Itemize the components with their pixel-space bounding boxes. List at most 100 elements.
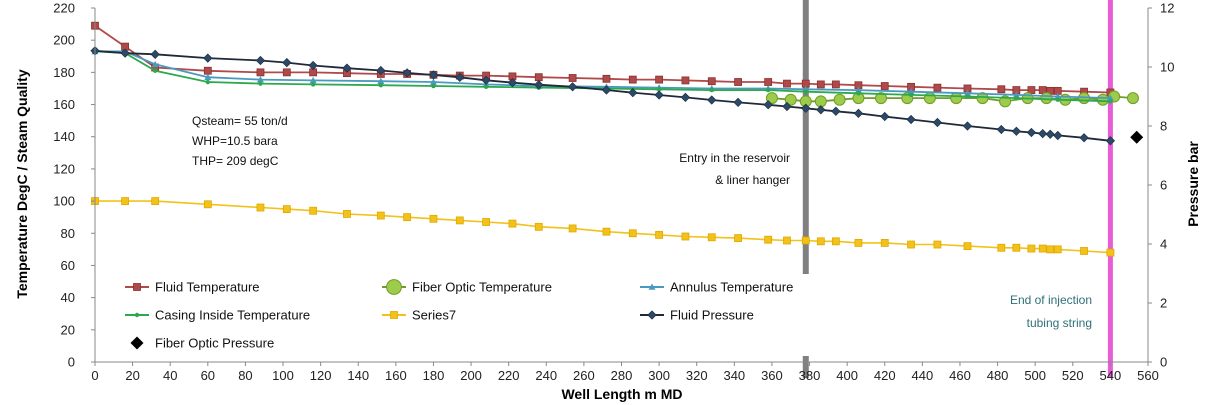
data-point-series7 (655, 230, 664, 239)
data-point-casing-inside-temperature (1108, 99, 1113, 104)
data-point-series7 (1046, 245, 1055, 254)
data-point-series7 (831, 237, 840, 246)
data-point-series7 (151, 197, 160, 205)
data-point-series7 (282, 205, 291, 214)
data-point-annulus-temperature (963, 89, 971, 97)
data-point-casing-inside-temperature (483, 84, 489, 90)
data-point-fluid-pressure (763, 100, 773, 110)
data-point-fluid-pressure (203, 53, 213, 63)
data-point-fluid-temperature (203, 66, 212, 75)
y-tick-label: 140 (53, 129, 75, 144)
legend-label: Annulus Temperature (670, 280, 793, 295)
data-point-casing-inside-temperature (965, 94, 970, 99)
data-point-series7 (309, 206, 318, 215)
legend-swatch-marker (386, 279, 402, 295)
x-tick-label: 220 (498, 368, 520, 383)
data-point-fluid-pressure (628, 88, 638, 98)
data-point-series7 (783, 236, 791, 245)
y2-tick-label: 12 (1160, 1, 1174, 16)
data-point-fluid-pressure (1038, 129, 1048, 139)
x-tick-label: 560 (1137, 368, 1159, 383)
y-tick-label: 60 (61, 258, 75, 273)
data-point-fluid-pressure (1105, 136, 1116, 146)
legend-item-fiber-optic-pressure: Fiber Optic Pressure (130, 336, 274, 351)
info-box-line-2: WHP=10.5 bara (192, 134, 278, 148)
x-tick-label: 280 (611, 368, 633, 383)
tubing-end-label-2: tubing string (1027, 316, 1092, 330)
legend-swatch-marker (134, 312, 140, 318)
data-point-fluid-temperature (997, 85, 1006, 94)
legend-background (118, 274, 883, 356)
data-point-fluid-pressure (481, 75, 491, 85)
x-tick-label: 520 (1062, 368, 1084, 383)
data-point-series7 (907, 240, 915, 249)
data-point-series7 (880, 239, 889, 247)
data-point-series7 (1106, 248, 1115, 257)
x-tick-label: 440 (912, 368, 934, 383)
legend-label: Series7 (412, 308, 456, 323)
data-point-fluid-temperature (816, 80, 825, 89)
y-tick-label: 40 (61, 290, 75, 305)
y2-tick-label: 0 (1160, 355, 1167, 370)
data-point-series7 (568, 224, 577, 233)
data-point-fluid-pressure (932, 117, 943, 128)
y-tick-label: 0 (68, 355, 75, 370)
y-tick-label: 120 (53, 161, 75, 176)
data-point-fluid-temperature (655, 75, 664, 84)
data-point-fluid-pressure (1045, 129, 1055, 139)
data-point-series7 (997, 243, 1006, 252)
data-point-annulus-temperature (854, 86, 862, 93)
data-point-fluid-pressure (707, 95, 717, 105)
vertical-markers (802, 0, 1113, 378)
legend-swatch-marker (133, 283, 141, 291)
data-point-fiber-optic-temperature (1096, 93, 1109, 106)
data-point-casing-inside-temperature (310, 82, 316, 87)
data-point-series7 (602, 227, 611, 236)
y-tick-label: 200 (53, 33, 75, 48)
data-point-fluid-temperature (707, 77, 716, 86)
data-point-fiber-optic-temperature (1040, 92, 1053, 105)
data-point-annulus-temperature (309, 76, 317, 84)
data-point-fluid-pressure (1053, 130, 1063, 141)
x-tick-label: 480 (987, 368, 1009, 383)
data-point-casing-inside-temperature (431, 83, 436, 89)
data-point-series7 (764, 235, 773, 244)
y2-tick-label: 2 (1160, 296, 1167, 311)
x-tick-label: 140 (347, 368, 369, 383)
data-point-annulus-temperature (907, 88, 915, 95)
data-point-fluid-pressure (880, 111, 890, 122)
data-point-fluid-pressure (342, 63, 352, 73)
data-point-series7 (1080, 247, 1088, 255)
series-fiber-optic-pressure (1130, 130, 1144, 144)
x-tick-label: 320 (686, 368, 708, 383)
data-point-fluid-pressure (654, 90, 664, 100)
data-point-fiber-optic-temperature (976, 92, 989, 105)
data-point-casing-inside-temperature (1055, 97, 1060, 102)
legend-item-series7: Series7 (382, 308, 456, 323)
data-point-series7 (121, 197, 129, 205)
x-tick-label: 540 (1100, 368, 1122, 383)
legend-item-fluid-pressure: Fluid Pressure (640, 308, 754, 323)
data-point-fluid-temperature (628, 75, 637, 84)
data-point-series7 (256, 203, 265, 212)
legend: Fluid Temperature Fiber Optic Temperature… (118, 274, 883, 356)
data-point-annulus-temperature (1012, 91, 1020, 98)
x-tick-label: 180 (423, 368, 445, 383)
data-point-fluid-pressure (567, 82, 578, 92)
legend-label: Fluid Temperature (155, 280, 260, 295)
series-line-fluid-temperature (94, 24, 1111, 94)
data-point-casing-inside-temperature (803, 89, 808, 94)
data-point-fluid-pressure (906, 114, 916, 125)
plot-series (90, 21, 1144, 257)
x-tick-label: 360 (761, 368, 783, 383)
data-point-fluid-pressure (376, 65, 386, 76)
data-point-series7 (403, 213, 412, 222)
legend-item-casing-inside-temperature: Casing Inside Temperature (125, 308, 310, 323)
data-point-annulus-temperature (1106, 94, 1114, 101)
data-point-fiber-optic-temperature (765, 92, 778, 105)
data-point-casing-inside-temperature (1014, 95, 1019, 101)
legend-label: Fiber Optic Pressure (155, 336, 274, 351)
data-point-fluid-temperature (282, 68, 291, 77)
x-tick-label: 340 (723, 368, 745, 383)
data-point-fluid-temperature (681, 76, 690, 85)
